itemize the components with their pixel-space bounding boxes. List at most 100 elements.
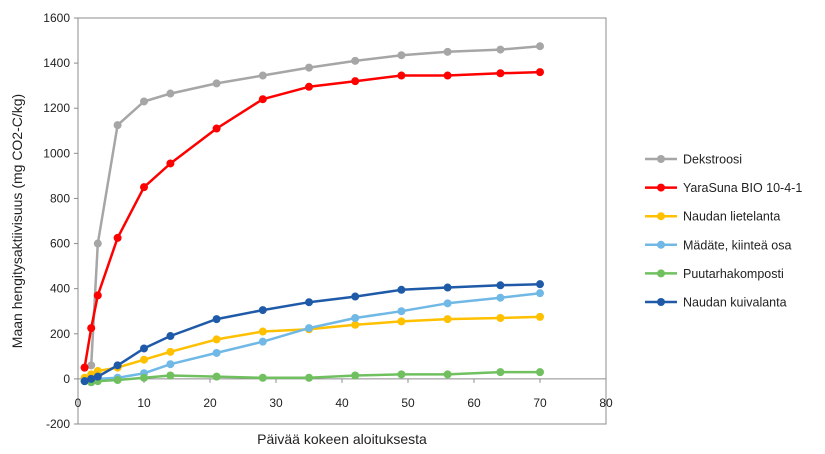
data-point — [113, 121, 122, 130]
data-point — [140, 344, 148, 353]
data-point — [536, 280, 544, 289]
data-point — [212, 124, 221, 133]
y-axis-label: Maan hengitysaktiivisuus (mg CO2-C/kg) — [9, 94, 25, 348]
series-layer — [80, 42, 544, 387]
y-tick-label: 400 — [50, 282, 70, 296]
data-point — [397, 370, 406, 379]
x-tick-label: 0 — [75, 396, 82, 410]
legend-label: Naudan kuivalanta — [683, 296, 787, 310]
data-point — [305, 373, 313, 382]
legend-marker — [657, 240, 665, 249]
legend-marker — [657, 183, 665, 192]
y-tick-label: 600 — [50, 237, 70, 251]
data-point — [93, 372, 102, 381]
data-point — [258, 71, 267, 80]
data-point — [397, 307, 406, 316]
plot-area — [77, 17, 607, 425]
y-tick-label: 0 — [63, 372, 70, 386]
legend-marker — [657, 269, 665, 278]
data-point — [140, 355, 148, 364]
data-point — [536, 368, 544, 377]
data-point — [212, 335, 221, 344]
data-point — [258, 337, 267, 346]
data-point — [305, 82, 313, 91]
data-point — [113, 233, 122, 242]
data-point — [496, 368, 505, 377]
data-point — [443, 283, 452, 292]
y-tick-label: 1000 — [43, 146, 70, 160]
data-point — [212, 372, 221, 381]
data-point — [93, 239, 102, 248]
data-point — [113, 376, 122, 385]
data-point — [140, 183, 148, 192]
data-point — [87, 374, 96, 383]
data-point — [443, 71, 452, 80]
series-line — [83, 70, 541, 368]
data-point — [397, 71, 406, 80]
legend-item: Naudan lietelanta — [645, 210, 780, 224]
data-point — [496, 69, 505, 78]
x-tick-label: 70 — [533, 396, 547, 410]
data-point — [166, 332, 175, 341]
x-axis-label: Päivää kokeen aloituksesta — [257, 431, 427, 447]
x-tick-label: 50 — [401, 396, 415, 410]
data-point — [212, 79, 221, 88]
data-point — [496, 313, 505, 322]
y-axis-ticks: -200 0 200 400 600 800 1000 1200 1400 1600 — [43, 11, 78, 431]
legend-label: Puutarhakomposti — [683, 267, 784, 281]
data-point — [87, 324, 96, 333]
data-point — [258, 327, 267, 336]
data-point — [351, 56, 360, 65]
data-point — [166, 371, 175, 380]
legend-item: YaraSuna BIO 10-4-1 — [645, 181, 802, 195]
data-point — [351, 320, 360, 329]
data-point — [351, 313, 360, 322]
legend-label: Naudan lietelanta — [683, 210, 780, 224]
data-point — [496, 281, 505, 290]
legend-label: Dekstroosi — [683, 153, 742, 167]
y-tick-label: 1600 — [43, 11, 70, 25]
legend-item: Puutarhakomposti — [645, 267, 784, 281]
data-point — [93, 291, 102, 300]
legend-item: Mädäte, kiinteä osa — [645, 238, 791, 252]
data-point — [496, 293, 505, 302]
x-tick-label: 30 — [269, 396, 283, 410]
x-tick-label: 10 — [137, 396, 151, 410]
data-point — [140, 373, 148, 382]
y-tick-label: 200 — [50, 327, 70, 341]
data-point — [351, 371, 360, 380]
data-point — [166, 347, 175, 356]
x-tick-label: 60 — [467, 396, 481, 410]
data-point — [397, 51, 406, 60]
x-tick-label: 40 — [335, 396, 349, 410]
series-1 — [80, 68, 544, 372]
data-point — [443, 370, 452, 379]
data-point — [212, 315, 221, 324]
data-point — [305, 324, 313, 333]
data-point — [536, 68, 544, 77]
data-point — [443, 315, 452, 324]
data-point — [166, 159, 175, 168]
legend-label: YaraSuna BIO 10-4-1 — [683, 181, 802, 195]
series-0 — [80, 42, 544, 372]
legend-marker — [657, 298, 665, 306]
data-point — [305, 63, 313, 72]
legend-item: Naudan kuivalanta — [645, 296, 787, 310]
data-point — [536, 289, 544, 298]
data-point — [536, 312, 544, 321]
data-point — [166, 360, 175, 369]
data-point — [258, 373, 267, 382]
data-point — [443, 47, 452, 56]
series-line — [84, 44, 541, 369]
y-tick-label: 1200 — [43, 101, 70, 115]
data-point — [166, 89, 175, 98]
data-point — [113, 361, 122, 370]
data-point — [496, 45, 505, 54]
y-tick-label: 1400 — [43, 56, 70, 70]
legend-item: Dekstroosi — [645, 153, 742, 167]
legend: Dekstroosi YaraSuna BIO 10-4-1 Naudan liet… — [645, 153, 802, 310]
data-point — [80, 377, 89, 386]
data-point — [87, 361, 96, 370]
data-point — [93, 366, 102, 375]
